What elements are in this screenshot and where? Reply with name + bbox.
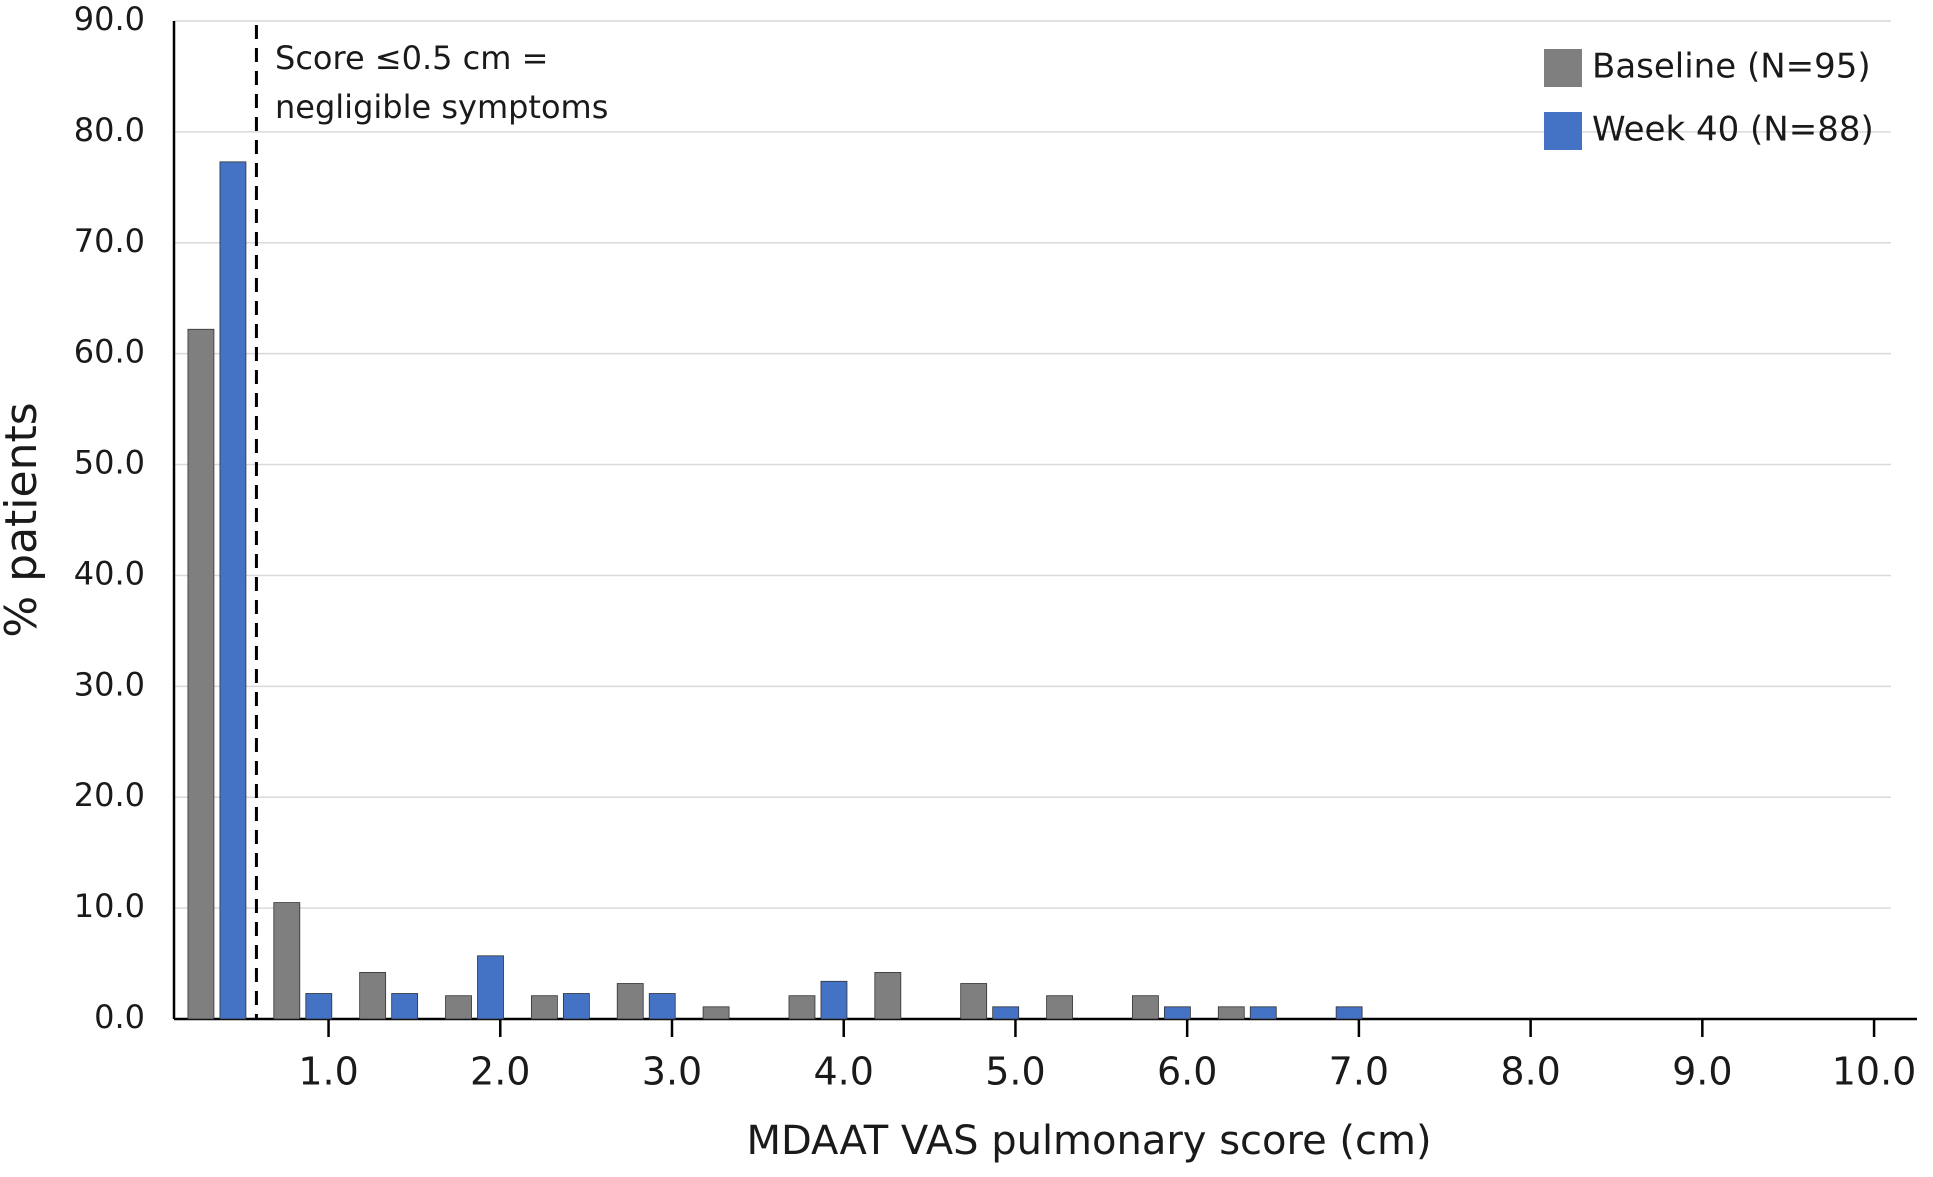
y-tick-label: 90.0: [74, 0, 145, 38]
bar: [273, 902, 301, 1020]
y-tick-label: 30.0: [74, 665, 145, 703]
y-tick-label: 50.0: [74, 444, 145, 482]
annotation: Score ≤0.5 cm =: [275, 39, 548, 77]
y-tick-label: 10.0: [74, 887, 145, 925]
x-tick-label: 1.0: [298, 1050, 358, 1094]
bar: [1046, 995, 1073, 1020]
bar: [305, 993, 333, 1020]
bar: [960, 983, 988, 1020]
bar: [187, 328, 215, 1020]
y-tick-label: 0.0: [94, 998, 145, 1036]
bar: [530, 995, 558, 1020]
bar: [359, 972, 387, 1020]
legend-label: Week 40 (N=88): [1592, 110, 1874, 150]
bar: [219, 161, 247, 1020]
x-tick-label: 2.0: [470, 1050, 530, 1094]
bar: [391, 993, 419, 1020]
legend-swatch: [1544, 112, 1582, 150]
bar: [1217, 1006, 1245, 1020]
x-tick-label: 7.0: [1329, 1050, 1389, 1094]
bar: [1164, 1006, 1191, 1020]
legend-label: Baseline (N=95): [1592, 47, 1871, 87]
bar: [562, 993, 590, 1020]
x-tick-label: 6.0: [1157, 1050, 1217, 1094]
bar: [1335, 1006, 1363, 1020]
bar: [874, 972, 902, 1020]
bar: [648, 993, 676, 1020]
bar: [820, 980, 848, 1020]
y-tick-label: 20.0: [74, 776, 145, 814]
y-tick-label: 40.0: [74, 554, 145, 592]
x-tick-label: 4.0: [814, 1050, 874, 1094]
x-tick-label: 9.0: [1672, 1050, 1732, 1094]
y-tick-label: 60.0: [74, 333, 145, 371]
bar: [616, 983, 644, 1020]
legend-swatch: [1544, 49, 1582, 87]
bar: [788, 995, 816, 1020]
bar: [1249, 1006, 1277, 1020]
x-axis-label: MDAAT VAS pulmonary score (cm): [746, 1118, 1431, 1164]
y-tick-label: 80.0: [74, 111, 145, 149]
x-tick-label: 5.0: [985, 1050, 1045, 1094]
x-tick-label: 3.0: [642, 1050, 702, 1094]
bar: [992, 1006, 1020, 1020]
bar: [445, 995, 472, 1020]
x-tick-label: 10.0: [1832, 1050, 1917, 1094]
bar: [702, 1006, 730, 1020]
y-tick-label: 70.0: [74, 222, 145, 260]
bar: [477, 955, 504, 1020]
bar: [1132, 995, 1159, 1020]
x-tick-label: 8.0: [1500, 1050, 1560, 1094]
y-axis-label: % patients: [0, 402, 47, 637]
annotation: negligible symptoms: [275, 88, 608, 126]
